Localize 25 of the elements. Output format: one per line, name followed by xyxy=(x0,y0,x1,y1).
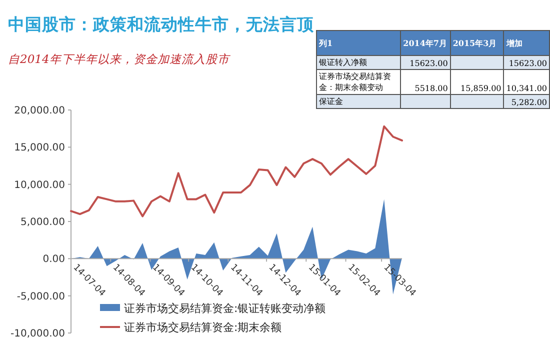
legend-label: 证券市场交易结算资金:银证转账变动净额 xyxy=(124,302,326,315)
y-tick-label: -5,000.00 xyxy=(16,291,65,302)
text: 5518.00 xyxy=(400,70,450,94)
text: 证券市场交易结算资金：期末余额变动 xyxy=(316,70,401,94)
text: 2015年3月 xyxy=(450,30,504,56)
text: 2014年7月 xyxy=(400,30,450,56)
text: 15623.00 xyxy=(400,56,450,70)
text: 保证金 xyxy=(316,94,401,108)
text: 列1 xyxy=(316,30,401,56)
chart-subtitle: 自2014年下半年以来，资金加速流入股市 xyxy=(8,52,230,66)
text: 15,859.00 xyxy=(450,70,504,94)
text: 银证转入净额 xyxy=(316,56,401,70)
y-tick-label: 10,000.00 xyxy=(14,180,65,191)
y-tick-label: 20,000.00 xyxy=(14,106,65,116)
y-tick-label: -10,000.00 xyxy=(10,328,65,340)
y-tick-label: 15,000.00 xyxy=(14,142,65,154)
text: 增加 xyxy=(504,30,550,56)
text: 10,341.00 xyxy=(504,70,550,94)
text: 15623.00 xyxy=(504,56,550,70)
chart-title: 中国股市：政策和流动性牛市，无法言顶 xyxy=(8,15,315,34)
y-tick-label: 5,000.00 xyxy=(20,217,65,228)
legend-label: 证券市场交易结算资金:期末余额 xyxy=(124,321,282,334)
y-tick-label: 0.00 xyxy=(42,254,65,266)
text: 5,282.00 xyxy=(504,94,550,108)
line-series xyxy=(70,125,403,218)
